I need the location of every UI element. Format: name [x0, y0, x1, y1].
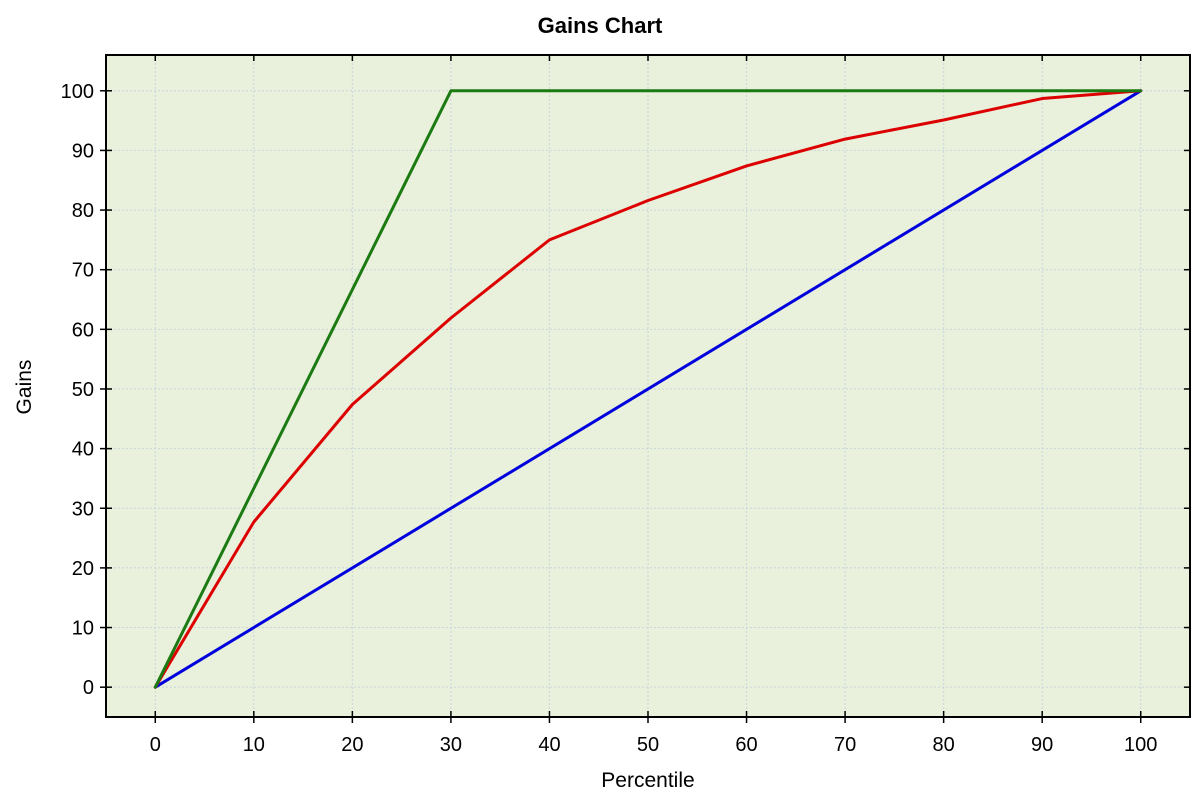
- y-tick-label: 10: [72, 618, 94, 640]
- y-axis-label: Gains: [13, 360, 36, 415]
- x-axis-ticks: 0 10 20 30 40 50 60 70 80 90 100: [150, 55, 1157, 756]
- x-tick-label: 50: [637, 734, 659, 756]
- x-tick-label: 10: [243, 734, 265, 756]
- x-tick-label: 80: [933, 734, 955, 756]
- y-tick-label: 50: [72, 379, 94, 401]
- series-line-2: [153, 89, 1143, 689]
- y-tick-label: 90: [72, 140, 94, 162]
- x-tick-label: 40: [538, 734, 560, 756]
- x-axis-label: Percentile: [601, 769, 694, 792]
- y-tick-label: 20: [72, 558, 94, 580]
- y-tick-label: 30: [72, 498, 94, 520]
- y-tick-label: 0: [83, 677, 94, 699]
- x-tick-label: 0: [150, 734, 161, 756]
- x-tick-label: 30: [440, 734, 462, 756]
- chart-title: Gains Chart: [538, 13, 663, 38]
- x-tick-label: 60: [735, 734, 757, 756]
- y-tick-label: 80: [72, 200, 94, 222]
- y-tick-label: 70: [72, 260, 94, 282]
- series-lines: [153, 89, 1143, 689]
- x-tick-label: 100: [1124, 734, 1157, 756]
- x-tick-label: 20: [341, 734, 363, 756]
- x-tick-label: 90: [1031, 734, 1053, 756]
- y-tick-label: 40: [72, 439, 94, 461]
- series-line-0: [153, 89, 1143, 689]
- series-line-1: [153, 89, 1143, 689]
- y-axis-ticks: 0 10 20 30 40 50 60 70 80 90 100: [61, 81, 1190, 699]
- y-tick-label: 60: [72, 319, 94, 341]
- x-tick-label: 70: [834, 734, 856, 756]
- y-tick-label: 100: [61, 81, 94, 103]
